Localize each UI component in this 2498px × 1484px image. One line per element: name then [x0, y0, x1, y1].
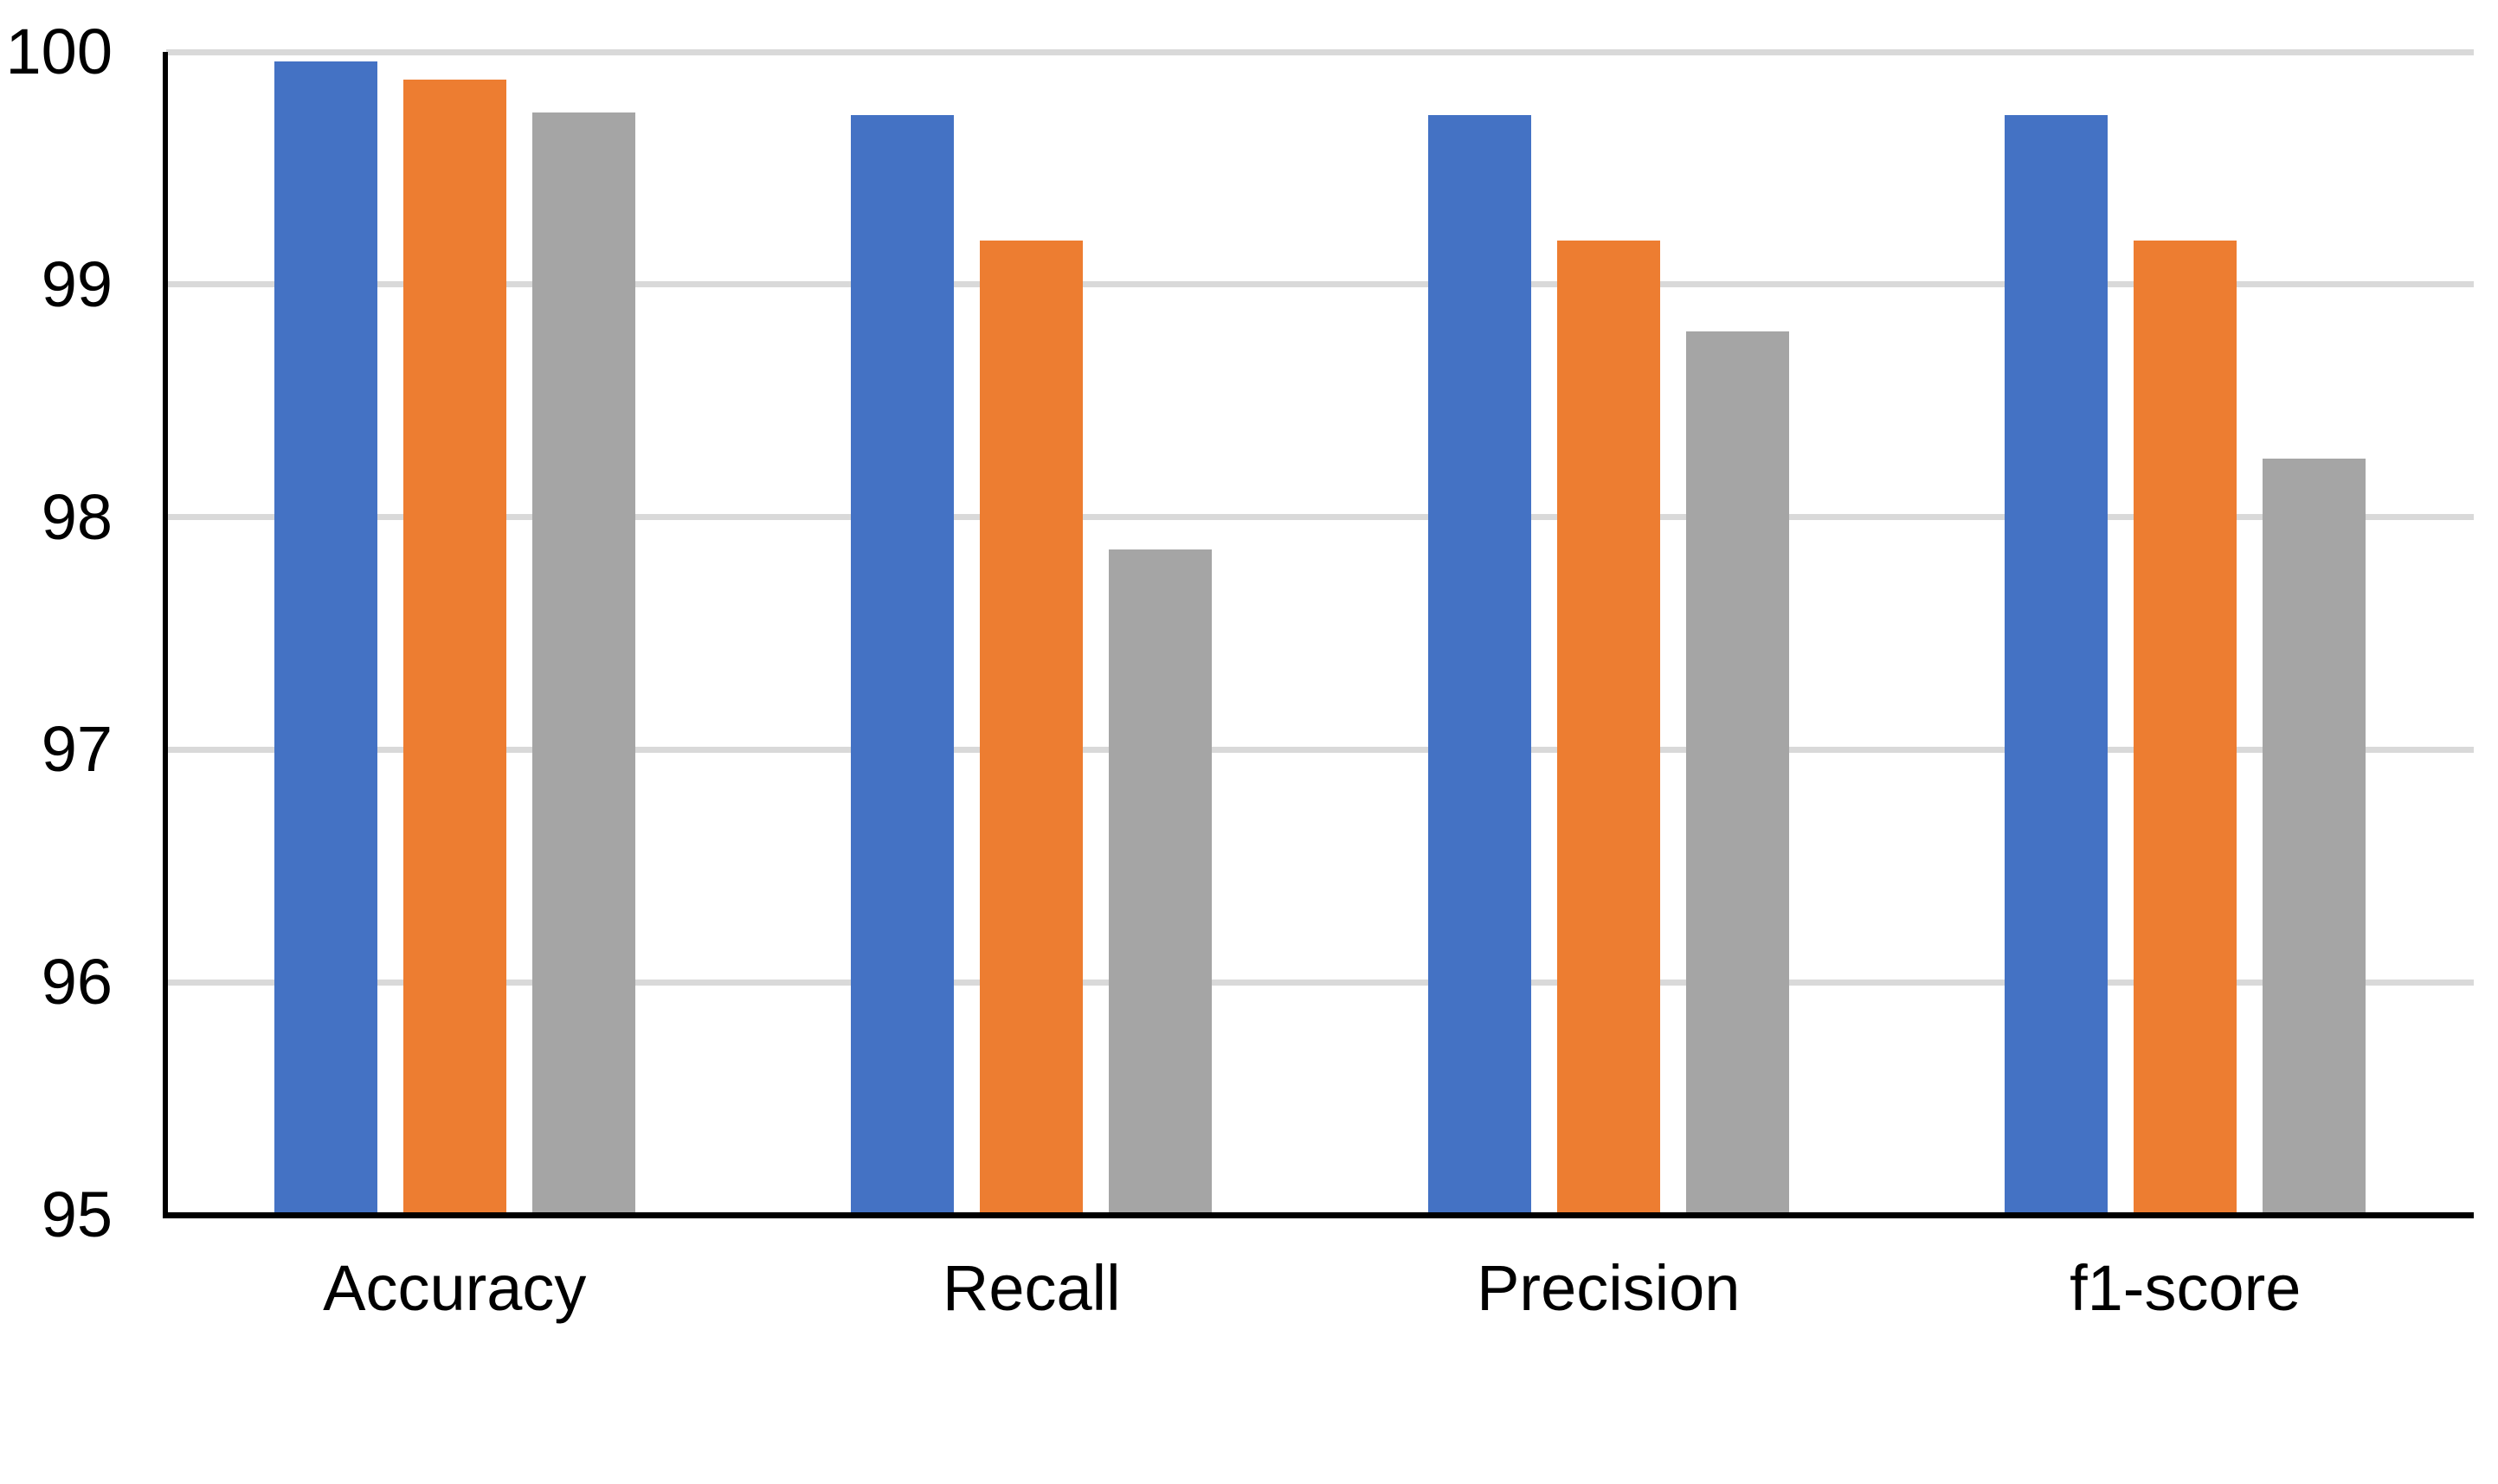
y-axis-line	[163, 52, 168, 1218]
bar-karasu-s-method-f1-score	[2134, 240, 2237, 1215]
bar-zheng-s-method-precision	[1685, 331, 1789, 1215]
bar-karasu-s-method-recall	[980, 240, 1084, 1215]
y-tick-label-99: 99	[41, 247, 113, 320]
x-tick-label-accuracy: Accuracy	[323, 1252, 587, 1324]
bar-karasu-s-method-precision	[1556, 240, 1660, 1215]
y-tick-label-100: 100	[5, 16, 113, 87]
bar-proposed-approach-precision	[1427, 114, 1531, 1215]
y-tick-label-97: 97	[41, 713, 113, 786]
bar-zheng-s-method-accuracy	[531, 112, 635, 1215]
gridline-98	[166, 514, 2474, 521]
bar-proposed-approach-f1-score	[2005, 114, 2108, 1215]
x-axis-line	[163, 1211, 2474, 1218]
x-tick-label-precision: Precision	[1477, 1252, 1741, 1324]
y-tick-label-98: 98	[41, 480, 113, 553]
x-tick-label-f1-score: f1-score	[2070, 1252, 2302, 1324]
gridline-96	[166, 979, 2474, 986]
gridline-99	[166, 281, 2474, 288]
plot-area: 95 96 97 98 99 100 Accuracy Recall Precision f1-s…	[5, 16, 2474, 1324]
bar-proposed-approach-accuracy	[274, 61, 377, 1215]
y-tick-label-96: 96	[41, 946, 113, 1018]
gridline-100	[166, 48, 2474, 55]
gridline-97	[166, 746, 2474, 753]
bar-karasu-s-method-accuracy	[402, 80, 506, 1215]
legend: Proposed approachKarasu's methodZheng's …	[0, 1376, 2498, 1484]
bar-proposed-approach-recall	[851, 114, 955, 1215]
x-tick-label-recall: Recall	[942, 1252, 1121, 1324]
bar-zheng-s-method-f1-score	[2263, 459, 2366, 1215]
bar-zheng-s-method-recall	[1109, 549, 1213, 1215]
y-tick-label-95: 95	[41, 1179, 113, 1250]
